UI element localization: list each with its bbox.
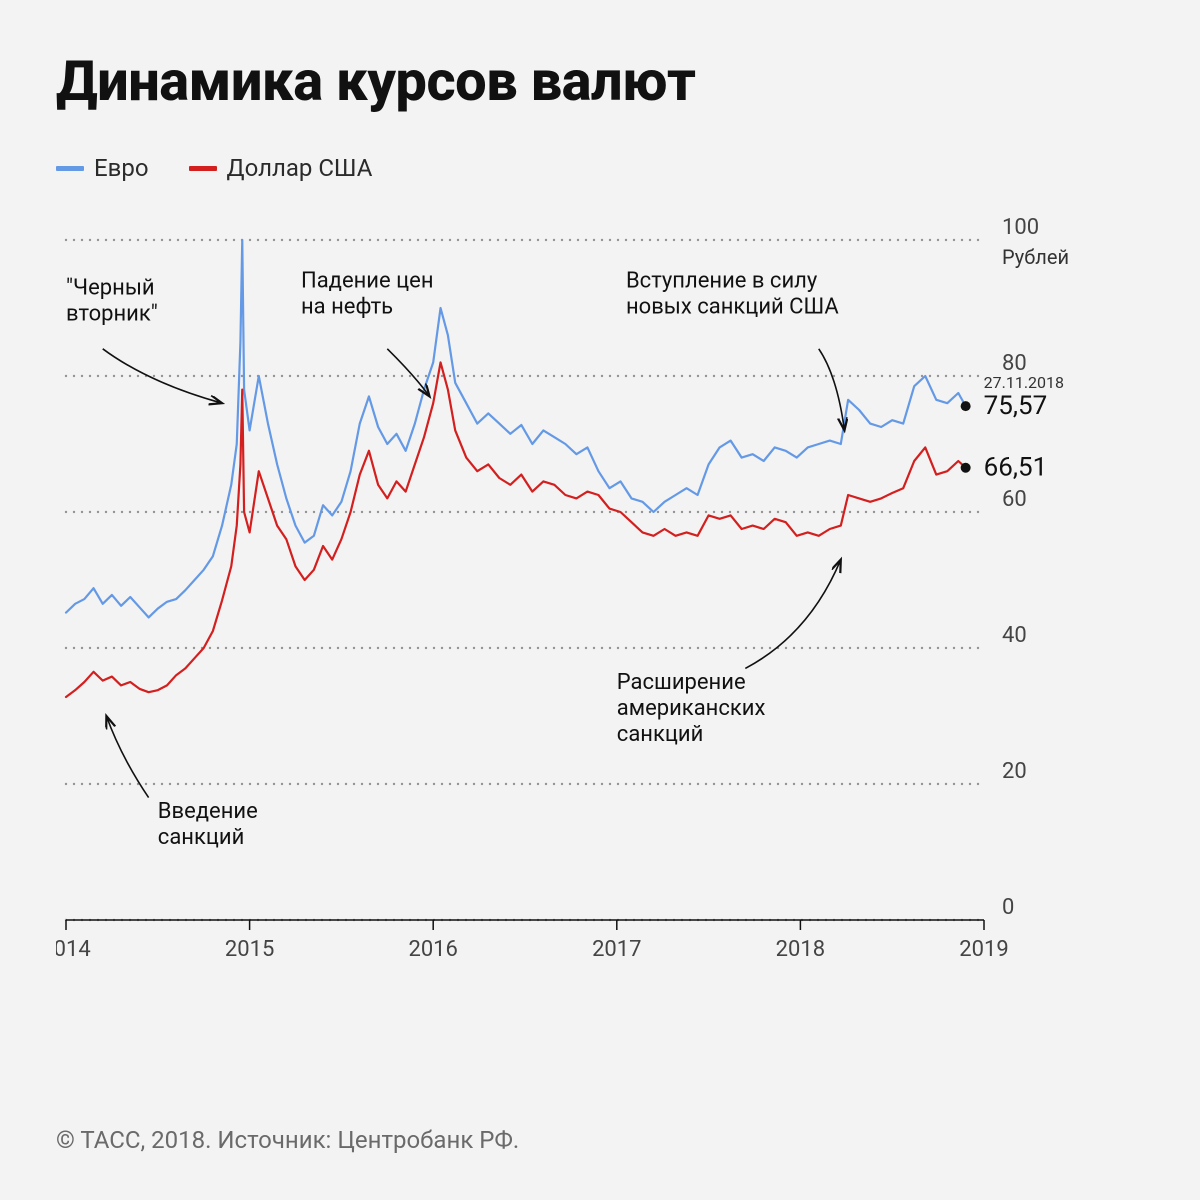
svg-text:40: 40	[1002, 623, 1027, 648]
svg-text:Вступление в силу: Вступление в силу	[626, 269, 818, 294]
svg-text:вторник": вторник"	[66, 301, 158, 326]
svg-text:Рублей: Рублей	[1002, 245, 1069, 269]
chart-svg: 020406080100Рублей2014201520162017201820…	[56, 210, 1144, 990]
legend-item-euro: Евро	[56, 154, 149, 182]
svg-text:американских: американских	[617, 696, 766, 721]
footer-attribution: © ТАСС, 2018. Источник: Центробанк РФ.	[56, 1126, 519, 1154]
legend-swatch-usd	[189, 166, 217, 171]
legend-label-usd: Доллар США	[227, 154, 373, 182]
svg-text:санкций: санкций	[158, 825, 245, 850]
svg-text:66,51: 66,51	[984, 453, 1048, 483]
svg-text:2019: 2019	[959, 937, 1008, 962]
svg-text:20: 20	[1002, 759, 1027, 784]
legend: Евро Доллар США	[56, 154, 1144, 182]
svg-text:2016: 2016	[408, 937, 457, 962]
svg-text:санкций: санкций	[617, 722, 704, 747]
chart: 020406080100Рублей2014201520162017201820…	[56, 210, 1144, 990]
svg-text:2017: 2017	[592, 937, 641, 962]
chart-title: Динамика курсов валют	[56, 48, 1144, 114]
svg-text:Падение цен: Падение цен	[301, 269, 434, 294]
svg-text:60: 60	[1002, 487, 1027, 512]
legend-label-euro: Евро	[94, 154, 149, 182]
legend-swatch-euro	[56, 166, 84, 171]
svg-text:0: 0	[1002, 895, 1014, 920]
svg-text:Расширение: Расширение	[617, 670, 746, 695]
svg-text:Введение: Введение	[158, 799, 258, 824]
svg-text:"Черный: "Черный	[66, 275, 155, 300]
svg-text:2015: 2015	[225, 937, 274, 962]
svg-text:2018: 2018	[776, 937, 825, 962]
svg-text:75,57: 75,57	[984, 391, 1048, 421]
legend-item-usd: Доллар США	[189, 154, 373, 182]
svg-text:27.11.2018: 27.11.2018	[984, 373, 1064, 392]
svg-text:новых санкций США: новых санкций США	[626, 295, 839, 320]
svg-text:2014: 2014	[56, 937, 91, 962]
svg-text:на нефть: на нефть	[301, 295, 393, 320]
svg-text:100: 100	[1002, 215, 1039, 240]
